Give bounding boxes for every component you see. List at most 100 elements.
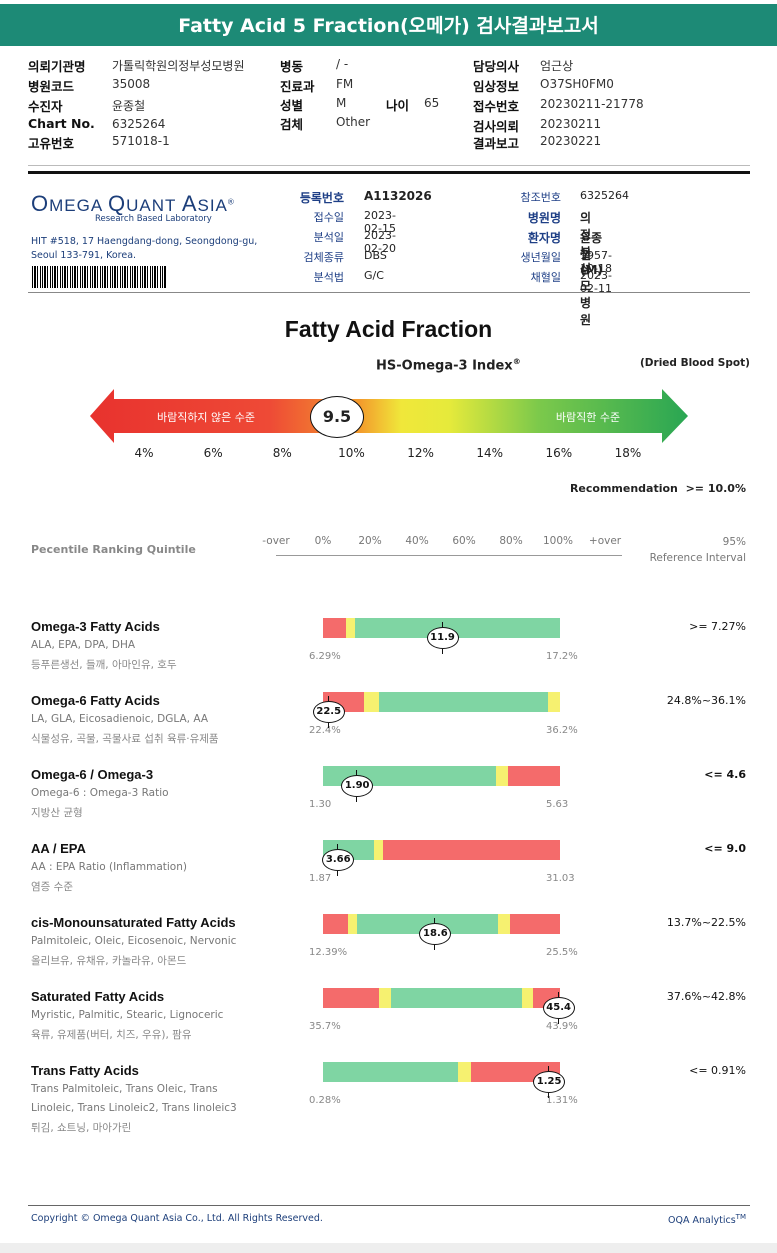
range-segment-red [507, 766, 560, 786]
result-food-sources: 튀김, 쇼트닝, 마아가린 [31, 1122, 132, 1134]
header-mid-label: 진료과 [280, 79, 315, 94]
omega3-index-gauge: 바람직하지 않은 수준 바람직한 수준 [90, 389, 688, 443]
info-left-value: G/C [364, 269, 384, 282]
result-food-sources: 지방산 균형 [31, 807, 83, 819]
info-left-value: A1132026 [364, 189, 432, 203]
info-left-value: 2023-02-15 [364, 209, 396, 235]
result-reference: <= 4.6 [704, 768, 746, 781]
result-max: 5.63 [546, 799, 569, 810]
result-min: 6.29% [309, 651, 341, 662]
index-tick-label: 18% [614, 446, 642, 460]
range-segment-yellow [373, 840, 384, 860]
header-left-value: 35008 [112, 77, 151, 91]
header-divider [28, 165, 750, 166]
result-components: Myristic, Palmitic, Stearic, Lignoceric [31, 1009, 224, 1021]
lab-address-1: HIT #518, 17 Haengdang-dong, Seongdong-g… [31, 236, 258, 247]
result-max: 31.03 [546, 873, 575, 884]
result-min: 12.39% [309, 947, 348, 958]
header-mid-value: M [336, 96, 347, 110]
header-right-label: 검사의뢰 [473, 119, 520, 134]
result-components: Palmitoleic, Oleic, Eicosenoic, Nervonic [31, 935, 237, 947]
range-segment-yellow [458, 1062, 472, 1082]
header-mid-label: 성별 [280, 98, 304, 113]
result-value-marker: 18.6 [419, 918, 452, 950]
barcode [32, 266, 166, 288]
result-range-bar [323, 692, 560, 712]
result-range-bar [323, 840, 560, 860]
result-min: 22.4% [309, 725, 341, 736]
percentile-tick-label: 20% [358, 535, 382, 547]
range-segment-red [510, 914, 560, 934]
result-components: Omega-6 : Omega-3 Ratio [31, 787, 169, 799]
info-right-label: 환자명 [527, 231, 561, 245]
range-segment-yellow [345, 618, 355, 638]
result-range-bar [323, 988, 560, 1008]
range-segment-yellow [498, 914, 511, 934]
footer-divider [28, 1205, 750, 1206]
index-value-marker: 9.5 [310, 396, 364, 438]
header-left-value: 571018-1 [112, 134, 170, 148]
header-left-label: 의뢰기관명 [28, 59, 86, 74]
range-segment-red [323, 914, 348, 934]
info-left-label: 분석일 [313, 231, 344, 244]
info-right-value: 의정부성모병원 [580, 211, 592, 327]
result-title: Trans Fatty Acids [31, 1063, 139, 1078]
header-right-label: 결과보고 [473, 136, 520, 151]
header-left-label: 병원코드 [28, 79, 75, 94]
range-segment-yellow [347, 914, 358, 934]
reference-interval-pct: 95% [722, 536, 746, 548]
main-title: Fatty Acid Fraction [284, 316, 493, 342]
result-max: 25.5% [546, 947, 578, 958]
header-left-value: 6325264 [112, 117, 166, 131]
undesirable-label: 바람직하지 않은 수준 [157, 410, 255, 424]
header-right-value: 엄근상 [540, 59, 574, 73]
range-segment-green [354, 618, 560, 638]
desirable-label: 바람직한 수준 [556, 411, 620, 424]
header-right-label: 담당의사 [473, 59, 520, 74]
header-left-value: 가톨릭학원의정부성모병원 [112, 59, 245, 73]
patient-header: 나이 65 의뢰기관명 가톨릭학원의정부성모병원 병원코드 35008 수진자 윤종철 Ch… [0, 0, 777, 170]
percentile-tick-label: 40% [405, 535, 429, 547]
range-segment-yellow [378, 988, 391, 1008]
lab-subtitle: Research Based Laboratory [95, 214, 212, 224]
result-range-bar [323, 766, 560, 786]
result-reference: 24.8%~36.1% [666, 694, 746, 707]
range-segment-red [323, 618, 346, 638]
percentile-tick-label: 80% [499, 535, 523, 547]
result-food-sources: 육류, 유제품(버터, 치즈, 우유), 팜유 [31, 1029, 192, 1041]
result-title: Omega-6 / Omega-3 [31, 767, 154, 782]
result-value-marker: 1.90 [341, 770, 374, 802]
result-max: 1.31% [546, 1095, 578, 1106]
percentile-tick-label: 60% [452, 535, 476, 547]
index-tick-label: 8% [272, 446, 292, 460]
result-food-sources: 식물성유, 곡물, 곡물사료 섭취 육류·유제품 [31, 733, 219, 745]
result-min: 0.28% [309, 1095, 341, 1106]
info-right-value: 윤종철 (M) [580, 231, 603, 277]
percentile-tick-label: -over [262, 535, 290, 547]
index-tick-label: 14% [476, 446, 504, 460]
result-max: 17.2% [546, 651, 578, 662]
result-title: Saturated Fatty Acids [31, 989, 165, 1004]
info-left-value: 2023-02-20 [364, 229, 396, 255]
result-min: 1.30 [309, 799, 332, 810]
header-mid-label: 검체 [280, 117, 304, 132]
range-segment-green [378, 692, 549, 712]
header-right-value: O37SH0FM0 [540, 77, 614, 91]
result-min: 35.7% [309, 1021, 341, 1032]
result-value-marker: 11.9 [426, 622, 459, 654]
header-mid-value: / - [336, 57, 349, 71]
omega-quant-logo: OMEGA QUANT ASIA® [31, 191, 235, 216]
oqa-brand: OQA AnalyticsTM [668, 1213, 746, 1227]
range-segment-red [383, 840, 560, 860]
age-value: 65 [424, 96, 440, 110]
index-tick-label: 6% [203, 446, 223, 460]
section-divider [28, 171, 750, 174]
result-title: Omega-6 Fatty Acids [31, 693, 160, 708]
index-tick-label: 12% [407, 446, 434, 460]
sample-type: (Dried Blood Spot) [640, 357, 750, 369]
percentile-tick-label: +over [588, 535, 622, 547]
result-reference: 37.6%~42.8% [666, 990, 746, 1003]
range-segment-yellow [496, 766, 508, 786]
page-bottom-edge [0, 1243, 777, 1253]
index-title: HS-Omega-3 Index® [376, 357, 521, 374]
